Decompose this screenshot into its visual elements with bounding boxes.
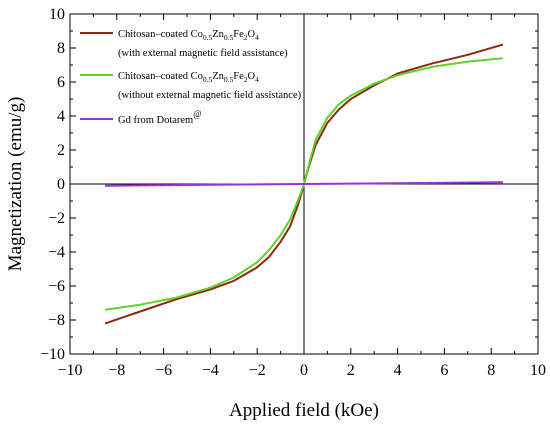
y-tick-label: 0 bbox=[57, 176, 65, 193]
legend-label-part: Gd from Dotarem bbox=[118, 115, 193, 126]
legend-label-part: O bbox=[248, 29, 256, 40]
legend-label-superscript: @ bbox=[193, 109, 201, 119]
y-tick-label: −10 bbox=[40, 346, 65, 363]
legend-label-part: 2 bbox=[244, 75, 248, 84]
y-tick-label: 4 bbox=[57, 108, 65, 125]
y-tick-label: 2 bbox=[57, 142, 65, 159]
x-axis-ticks: −10 −8 −6 −4 −2 0 2 4 6 8 10 bbox=[57, 14, 546, 379]
legend-label-part: 4 bbox=[255, 33, 259, 42]
y-tick-label: 10 bbox=[49, 6, 65, 23]
legend-label-part: Chitosan–coated Co bbox=[118, 29, 203, 40]
x-tick-label: 8 bbox=[487, 362, 495, 379]
y-tick-label: −6 bbox=[48, 278, 65, 295]
legend-label-2: Chitosan–coated Co0.5Zn0.5Fe2O4 bbox=[118, 71, 259, 84]
legend-label-part: Zn bbox=[212, 29, 224, 40]
x-tick-label: 10 bbox=[530, 362, 546, 379]
legend-label-part: Fe bbox=[233, 29, 244, 40]
legend-label-part: 0.5 bbox=[203, 75, 213, 84]
legend-label-part: O bbox=[248, 71, 256, 82]
x-axis-title: Applied field (kOe) bbox=[229, 400, 379, 421]
legend-label-part: Chitosan–coated Co bbox=[118, 71, 203, 82]
legend-label-part: 0.5 bbox=[224, 33, 234, 42]
legend-label-3: Gd from Dotarem@ bbox=[118, 109, 202, 126]
x-tick-label: 4 bbox=[394, 362, 402, 379]
x-tick-label: −4 bbox=[202, 362, 219, 379]
legend-label-part: Zn bbox=[212, 71, 224, 82]
y-tick-label: −2 bbox=[48, 210, 65, 227]
x-tick-label: −6 bbox=[155, 362, 172, 379]
legend-note-2: (without external magnetic field assista… bbox=[118, 90, 302, 101]
x-tick-label: −10 bbox=[57, 362, 82, 379]
x-tick-label: −2 bbox=[249, 362, 266, 379]
y-tick-label: −8 bbox=[48, 312, 65, 329]
legend-label-part: 4 bbox=[255, 75, 259, 84]
legend-label-part: 0.5 bbox=[203, 33, 213, 42]
x-tick-label: 0 bbox=[300, 362, 308, 379]
y-tick-label: 8 bbox=[57, 40, 65, 57]
y-tick-label: −4 bbox=[48, 244, 65, 261]
x-tick-label: 6 bbox=[440, 362, 448, 379]
y-axis-title: Magnetization (emu/g) bbox=[5, 97, 26, 272]
data-series bbox=[104, 43, 504, 325]
legend-label-part: 2 bbox=[244, 33, 248, 42]
legend-label-part: Fe bbox=[233, 71, 244, 82]
y-tick-label: 6 bbox=[57, 74, 65, 91]
legend-label-part: 0.5 bbox=[224, 75, 234, 84]
x-tick-label: −8 bbox=[108, 362, 125, 379]
series-line-2 bbox=[104, 57, 503, 311]
legend: Chitosan–coated Co0.5Zn0.5Fe2O4(with ext… bbox=[80, 29, 302, 126]
x-tick-label: 2 bbox=[347, 362, 355, 379]
series-line-3 bbox=[105, 181, 503, 187]
legend-label-1: Chitosan–coated Co0.5Zn0.5Fe2O4 bbox=[118, 29, 259, 42]
legend-note-1: (with external magnetic field assistance… bbox=[118, 48, 288, 59]
